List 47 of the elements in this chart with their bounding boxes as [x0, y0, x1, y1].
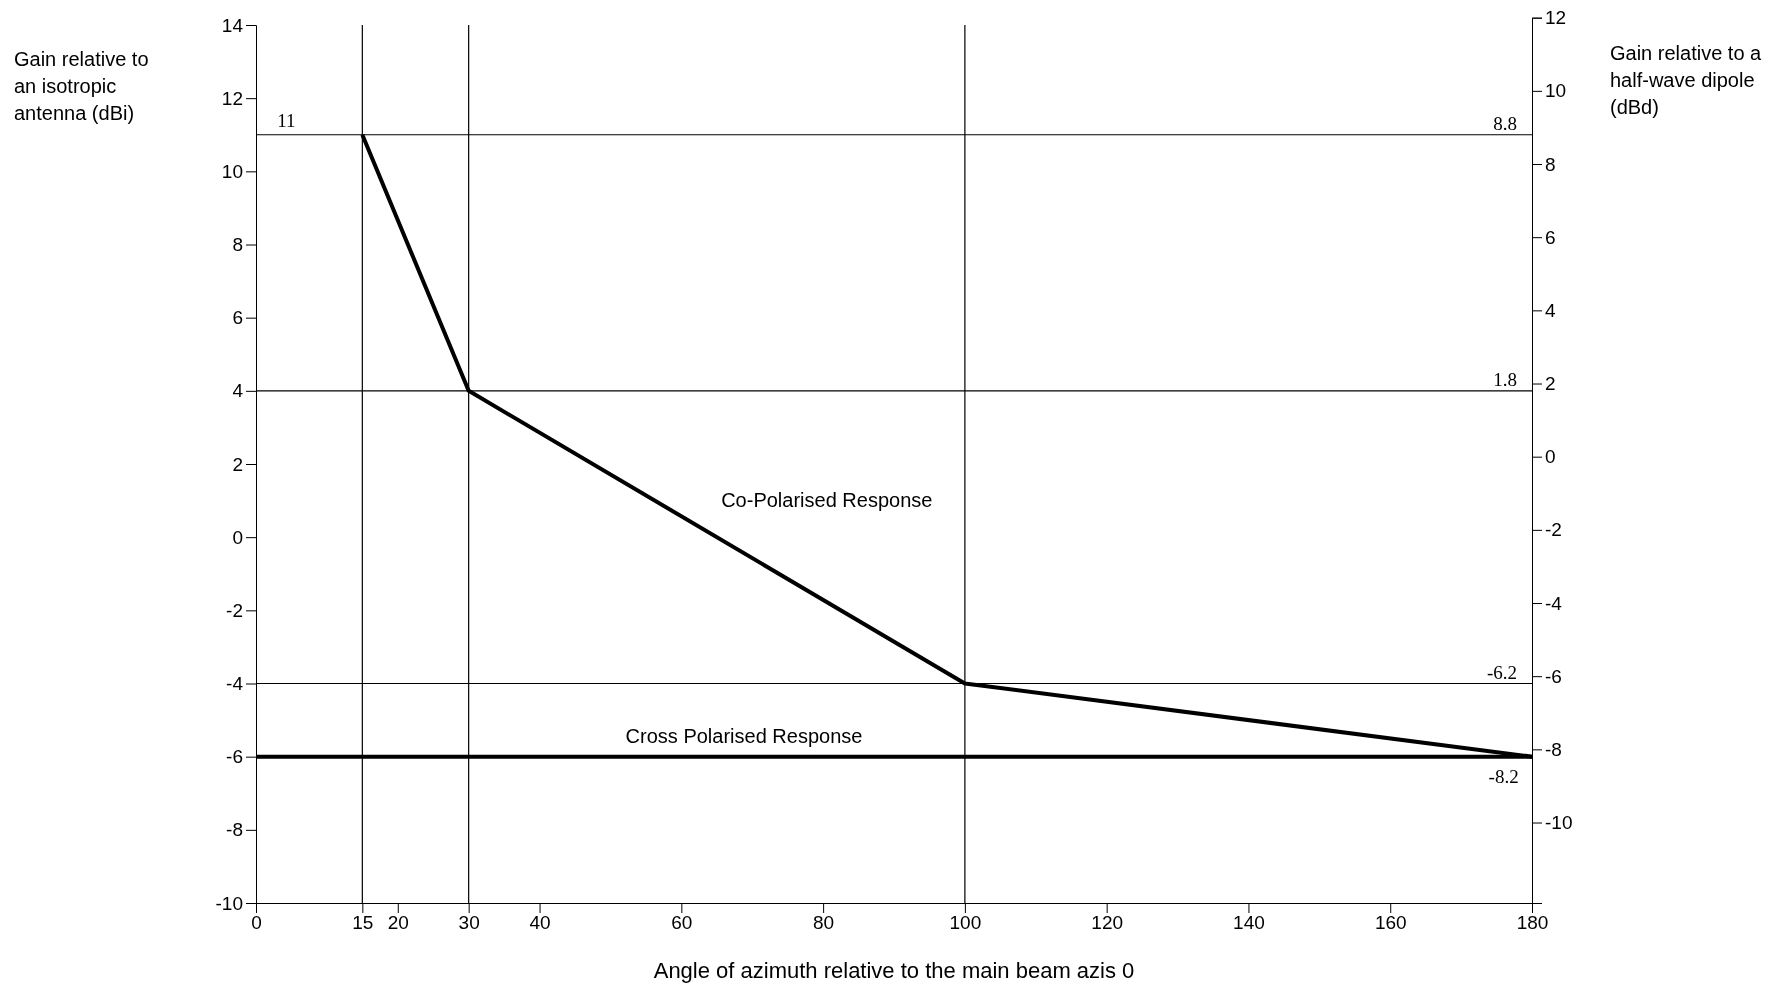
y-tick-label: 10 [221, 160, 243, 182]
y2-tick-label: -4 [1545, 592, 1563, 614]
y2-tick-label: 10 [1545, 80, 1567, 102]
y2-tick-label: 8 [1545, 153, 1556, 175]
x-tick-label: 20 [387, 912, 409, 934]
series-label: Cross Polarised Response [625, 724, 863, 747]
y-tick-label: 2 [232, 453, 243, 475]
y-tick-label: 8 [232, 234, 243, 256]
y-tick-label: 6 [232, 307, 243, 329]
x-tick-label: 120 [1091, 912, 1124, 934]
x-axis-title: Angle of azimuth relative to the main beam azis 0 [653, 958, 1135, 983]
x-tick-label: 40 [529, 912, 551, 934]
y-tick-label: -8 [226, 819, 243, 841]
y2-tick-label: 6 [1545, 226, 1556, 248]
x-tick-label: 80 [813, 912, 835, 934]
annotation: 11 [277, 109, 296, 131]
series-label: Co-Polarised Response [721, 489, 933, 512]
x-tick-label: 30 [458, 912, 480, 934]
y2-tick-label: -10 [1545, 812, 1573, 834]
ref-line-label: 8.8 [1493, 112, 1517, 134]
x-tick-label: 180 [1516, 912, 1549, 934]
y2-axis-title: Gain relative to a half-wave dipole (dBd) [1610, 42, 1763, 118]
y-tick-label: 4 [232, 380, 244, 402]
y-axis-title: Gain relative to an isotropic antenna (dBi) [14, 48, 149, 124]
x-tick-label: 0 [251, 912, 262, 934]
x-tick-label: 15 [352, 912, 374, 934]
ref-line-label: -6.2 [1486, 661, 1517, 683]
y2-tick-label: 12 [1545, 7, 1567, 29]
y2-tick-label: -8 [1545, 738, 1562, 760]
y-tick-label: -2 [226, 599, 243, 621]
y-tick-label: -4 [226, 673, 244, 695]
y2-tick-label: -6 [1545, 665, 1562, 687]
x-tick-label: 140 [1233, 912, 1265, 934]
y-tick-label: 14 [221, 14, 244, 36]
x-tick-label: 60 [671, 912, 693, 934]
y2-tick-label: 4 [1545, 299, 1556, 321]
y-tick-label: -10 [215, 892, 243, 914]
y2-tick-label: 2 [1545, 373, 1556, 395]
y-tick-label: 0 [232, 526, 243, 548]
y2-tick-label: -2 [1545, 519, 1562, 541]
annotation: -8.2 [1488, 765, 1519, 787]
y2-tick-label: 0 [1545, 446, 1556, 468]
y-tick-label: -6 [226, 746, 243, 768]
x-tick-label: 100 [949, 912, 982, 934]
x-tick-label: 160 [1374, 912, 1407, 934]
ref-line-label: 1.8 [1493, 368, 1517, 390]
y-tick-label: 12 [221, 87, 243, 109]
